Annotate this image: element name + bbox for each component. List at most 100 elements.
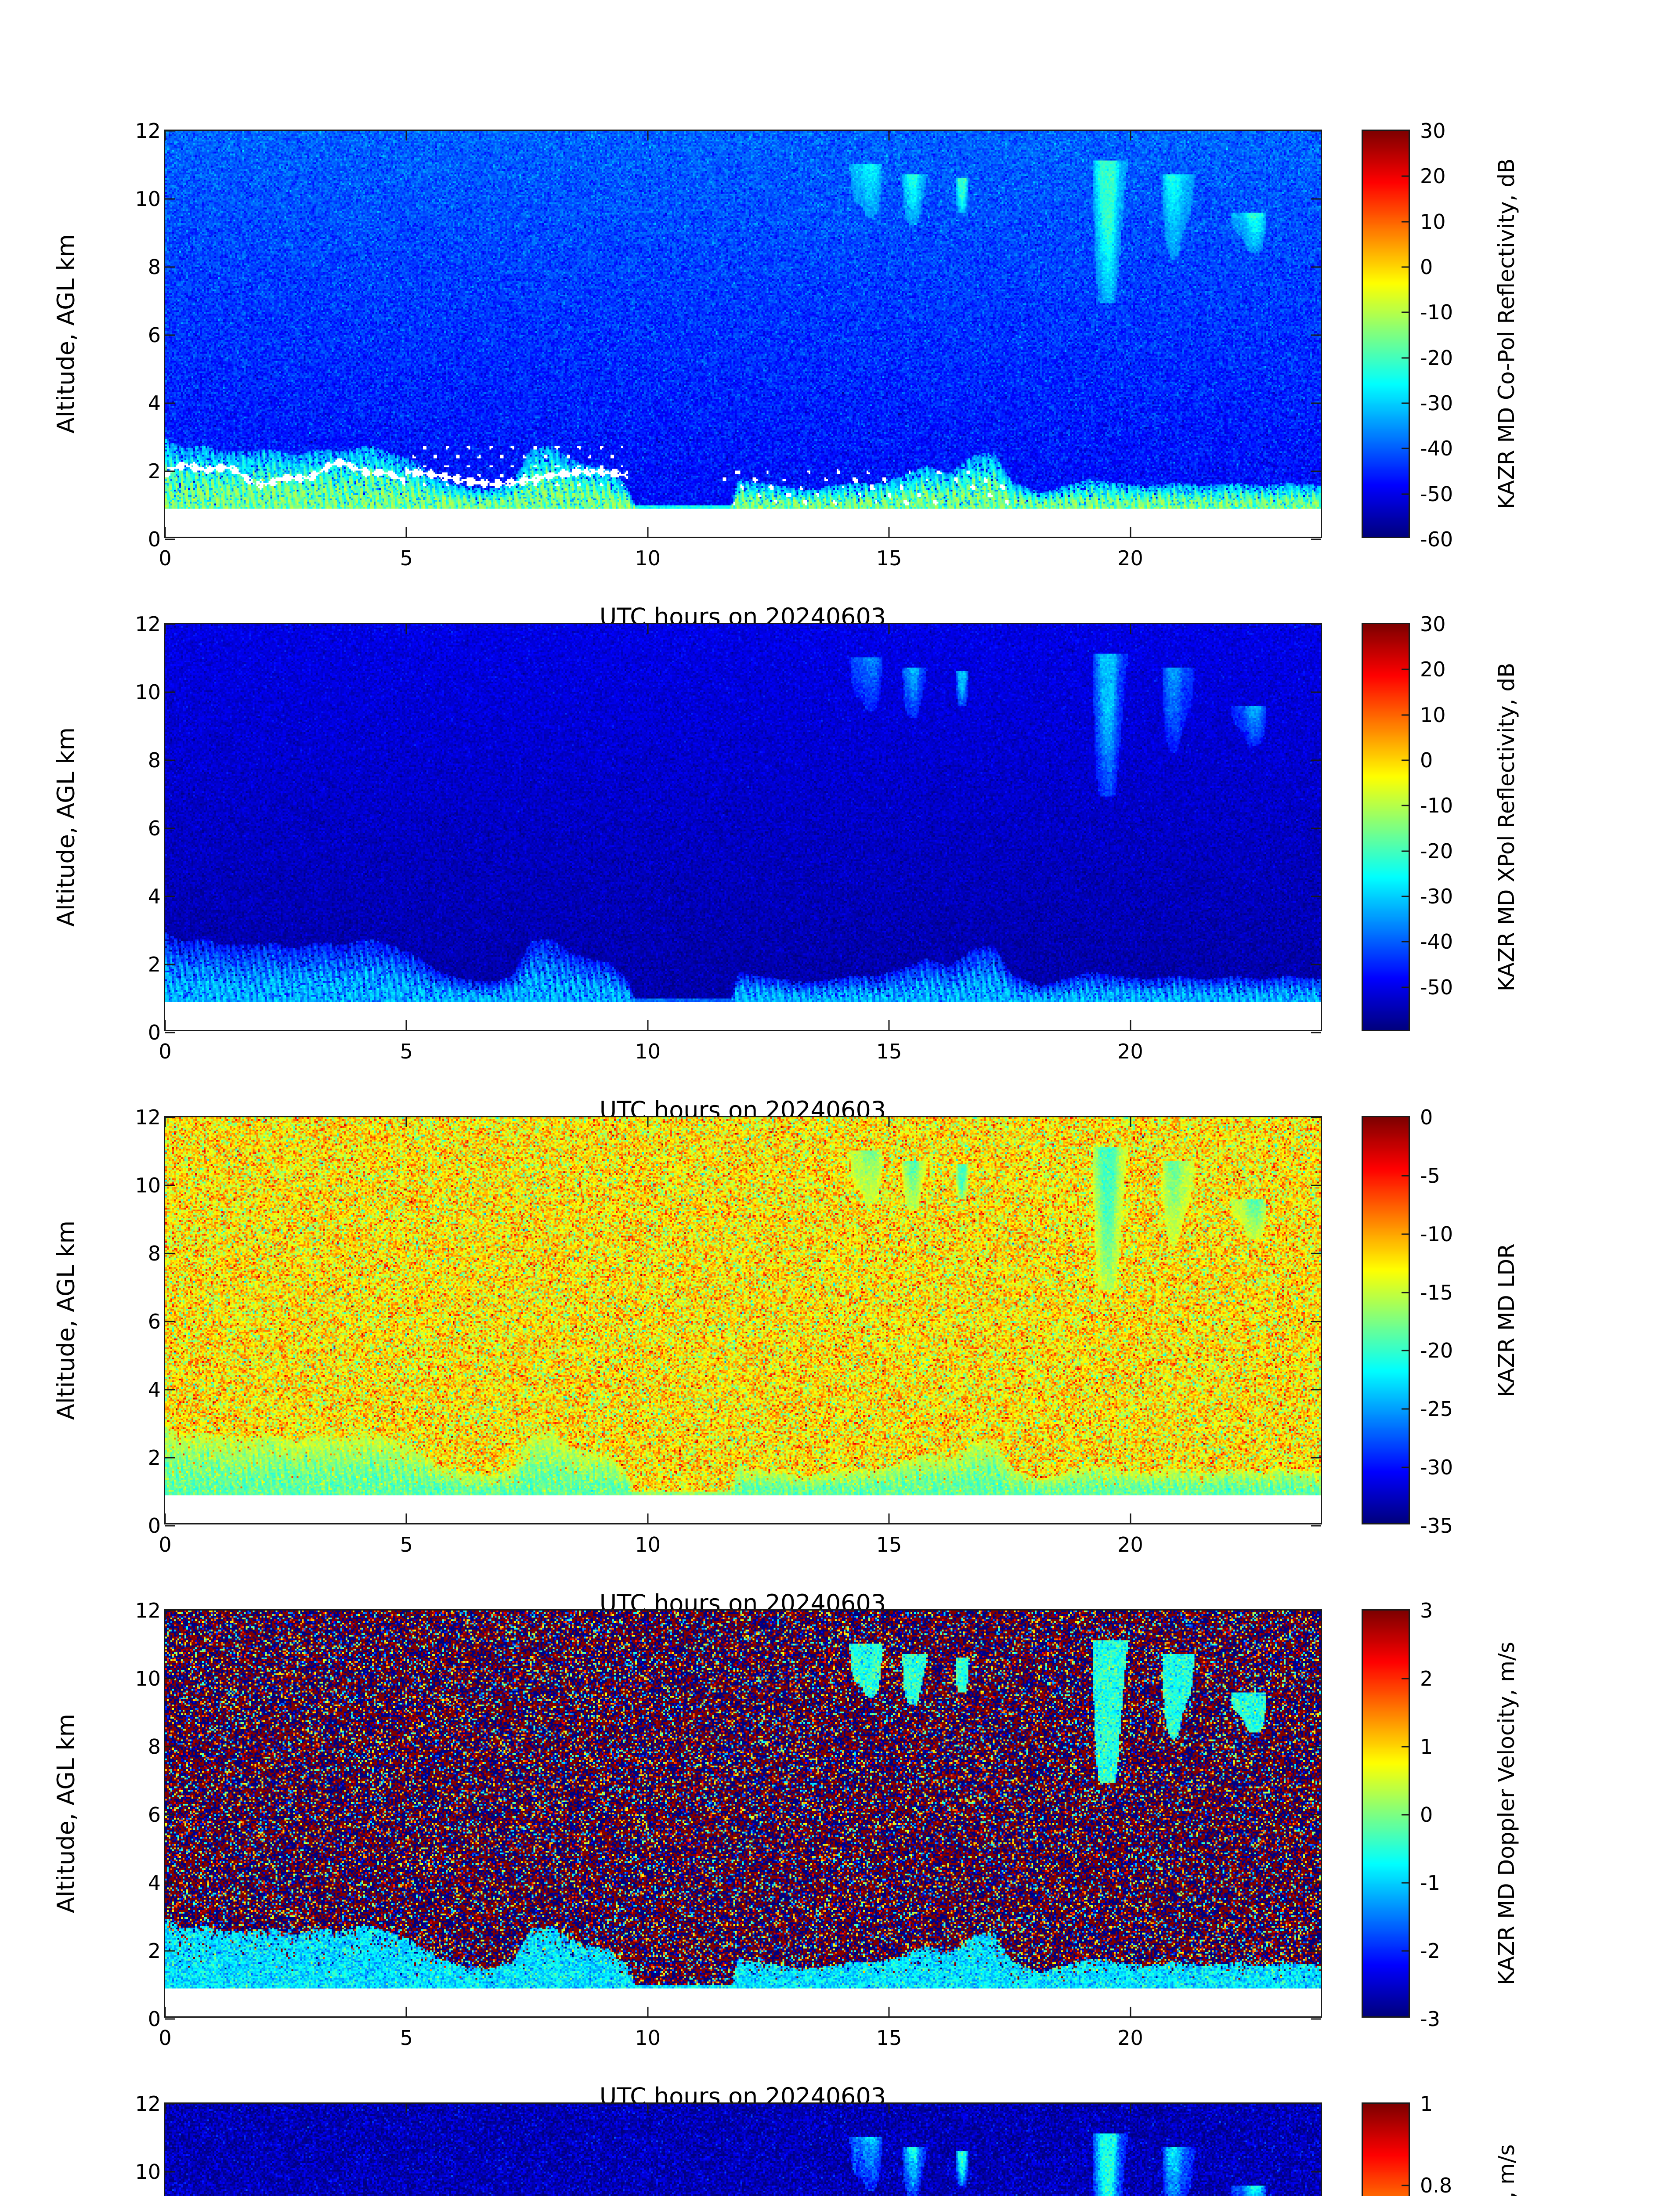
y-tick-mark — [165, 2103, 175, 2105]
y-tick-mark — [165, 402, 175, 404]
y-tick-mark — [165, 130, 175, 132]
y-tick-mark — [165, 759, 175, 761]
x-tick-mark-top — [164, 1117, 166, 1127]
y-tick-label: 0 — [148, 2007, 161, 2031]
colorbar-copol-reflectivity: 30 20 10 0 -10 -20 -30 -40 -50 -60 — [1362, 119, 1453, 551]
colorbar-tick-label: -50 — [1420, 482, 1453, 506]
y-axis-label: Altitude, AGL km — [52, 727, 80, 927]
colorbar-tick-label: -1 — [1420, 1871, 1440, 1895]
y-tick-mark-right — [1311, 470, 1321, 472]
y-tick-mark — [165, 623, 175, 625]
colorbar-tick-mark — [1402, 1882, 1409, 1884]
colorbar-tick-mark — [1402, 311, 1409, 313]
x-tick-mark-top — [647, 1611, 649, 1620]
y-tick-label: 4 — [148, 391, 161, 415]
y-tick-label: 2 — [148, 1446, 161, 1470]
x-tick-mark — [647, 2007, 649, 2016]
colorbar-tick-label: -40 — [1420, 437, 1453, 461]
colorbar-tick-mark — [1402, 175, 1409, 177]
x-tick-label: 20 — [1117, 1040, 1143, 1063]
panel-ldr: 0 2 4 6 8 10 12 0 5 10 15 20 Altitude, AGL km UTC hou… — [0, 1105, 1680, 1617]
colorbar-tick-mark — [1402, 1350, 1409, 1351]
plot-area-xpol-reflectivity[interactable]: 0 2 4 6 8 10 12 0 5 10 15 20 — [135, 612, 1322, 1063]
y-tick-mark — [165, 266, 175, 268]
y-tick-label: 10 — [135, 1667, 161, 1690]
x-tick-label: 0 — [159, 1533, 172, 1557]
heatmap-copol-reflectivity — [165, 131, 1321, 537]
x-tick-mark-top — [647, 131, 649, 141]
y-tick-mark — [165, 896, 175, 897]
colorbar-tick-label: 30 — [1420, 612, 1446, 636]
colorbar-tick-label: -30 — [1420, 885, 1453, 908]
x-tick-label: 0 — [159, 546, 172, 570]
colorbar-label-doppler-velocity: KAZR MD Doppler Velocity, m/s — [1494, 1642, 1519, 1985]
plot-area-ldr[interactable]: 0 2 4 6 8 10 12 0 5 10 15 20 — [135, 1105, 1322, 1557]
x-tick-mark-top — [1130, 1117, 1131, 1127]
colorbar-tick-mark — [1402, 1175, 1409, 1177]
x-tick-mark-top — [1130, 1611, 1131, 1620]
y-tick-mark-right — [1311, 1253, 1321, 1254]
heatmap-doppler-velocity — [165, 1611, 1321, 2016]
x-tick-mark — [405, 527, 407, 537]
y-tick-mark-right — [1311, 1610, 1321, 1611]
y-tick-mark — [165, 2171, 175, 2173]
colorbar-tick-label: -30 — [1420, 391, 1453, 415]
y-tick-mark-right — [1311, 1950, 1321, 1952]
y-tick-mark-right — [1311, 334, 1321, 336]
y-tick-mark-right — [1311, 266, 1321, 268]
y-tick-label: 4 — [148, 885, 161, 908]
x-tick-mark — [1130, 1020, 1131, 1030]
colorbar-ldr: 0 -5 -10 -15 -20 -25 -30 -35 — [1362, 1105, 1453, 1538]
colorbar-tick-label: 0 — [1420, 748, 1433, 772]
x-tick-mark — [405, 1020, 407, 1030]
plot-area-copol-reflectivity[interactable]: 0 2 4 6 8 10 12 0 5 10 15 20 — [135, 119, 1322, 570]
y-tick-mark-right — [1311, 1321, 1321, 1322]
colorbar-tick-label: -2 — [1420, 1939, 1440, 1963]
y-tick-mark — [165, 1950, 175, 1952]
y-tick-label: 4 — [148, 1871, 161, 1895]
x-tick-mark — [1130, 1513, 1131, 1523]
y-tick-mark-right — [1311, 1525, 1321, 1527]
y-tick-mark — [165, 2018, 175, 2020]
x-tick-mark-top — [888, 624, 890, 634]
y-tick-mark-right — [1311, 964, 1321, 965]
y-axis-label: Altitude, AGL km — [52, 234, 80, 434]
y-tick-label: 2 — [148, 953, 161, 976]
y-tick-mark — [165, 1610, 175, 1611]
colorbar-xpol-reflectivity: 30 20 10 0 -10 -20 -30 -40 -50 — [1362, 612, 1453, 1031]
panel-xpol-reflectivity: 0 2 4 6 8 10 12 0 5 10 15 20 Altitude, AGL km UTC hou… — [0, 612, 1680, 1124]
y-tick-label: 2 — [148, 459, 161, 483]
x-tick-mark-top — [164, 131, 166, 141]
colorbar-tick-mark — [1402, 1466, 1409, 1468]
x-tick-mark — [164, 1513, 166, 1523]
y-tick-mark-right — [1311, 1389, 1321, 1391]
panel-copol-reflectivity: 0 2 4 6 8 10 12 0 5 10 15 20 Altitude, AGL km UTC hou… — [0, 119, 1680, 631]
x-tick-mark-top — [164, 1611, 166, 1620]
x-tick-mark-top — [1130, 2104, 1131, 2113]
x-tick-mark — [888, 1020, 890, 1030]
x-tick-mark-top — [405, 131, 407, 141]
y-tick-label: 12 — [135, 1599, 161, 1622]
x-tick-mark-top — [888, 1117, 890, 1127]
colorbar-tick-label: 1 — [1420, 1735, 1433, 1759]
x-tick-mark-top — [647, 1117, 649, 1127]
colorbar-tick-label: -3 — [1420, 2007, 1440, 2031]
y-tick-label: 0 — [148, 1514, 161, 1538]
y-tick-mark — [165, 1116, 175, 1118]
colorbar-tick-label: -20 — [1420, 1339, 1453, 1363]
y-tick-mark-right — [1311, 1032, 1321, 1033]
y-tick-label: 6 — [148, 816, 161, 840]
colorbar-tick-label: -30 — [1420, 1456, 1453, 1480]
y-tick-label: 6 — [148, 323, 161, 347]
plot-area-doppler-velocity[interactable]: 0 2 4 6 8 10 12 0 5 10 15 20 — [135, 1599, 1322, 2050]
y-tick-mark — [165, 964, 175, 965]
x-tick-label: 20 — [1117, 1533, 1143, 1557]
y-tick-label: 12 — [135, 612, 161, 636]
x-tick-label: 15 — [876, 1533, 902, 1557]
x-tick-label: 0 — [159, 1040, 172, 1063]
x-tick-mark — [1130, 527, 1131, 537]
y-tick-mark — [165, 1457, 175, 1459]
